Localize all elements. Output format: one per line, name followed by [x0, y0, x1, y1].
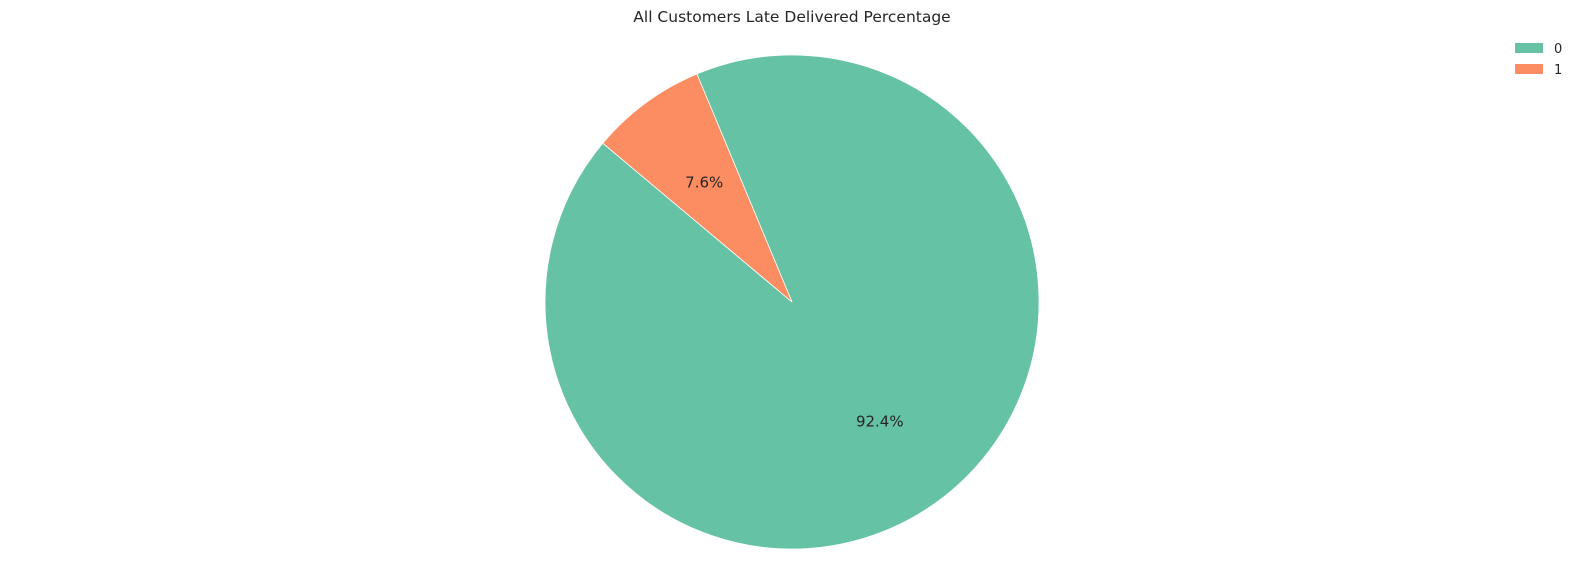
- pie-percent-labels: 92.4% 7.6%: [685, 174, 903, 431]
- legend-swatch-0: [1515, 43, 1543, 53]
- chart-title: All Customers Late Delivered Percentage: [633, 8, 950, 26]
- pie-percent-label-0: 92.4%: [856, 412, 904, 430]
- legend-swatch-1: [1515, 64, 1543, 74]
- pie-percent-label-1: 7.6%: [685, 174, 723, 192]
- pie-slices: [544, 54, 1040, 550]
- chart-legend: 0 1: [1515, 42, 1562, 78]
- legend-label-1: 1: [1554, 63, 1562, 78]
- pie-slice-1: [602, 73, 793, 303]
- legend-label-0: 0: [1554, 42, 1562, 57]
